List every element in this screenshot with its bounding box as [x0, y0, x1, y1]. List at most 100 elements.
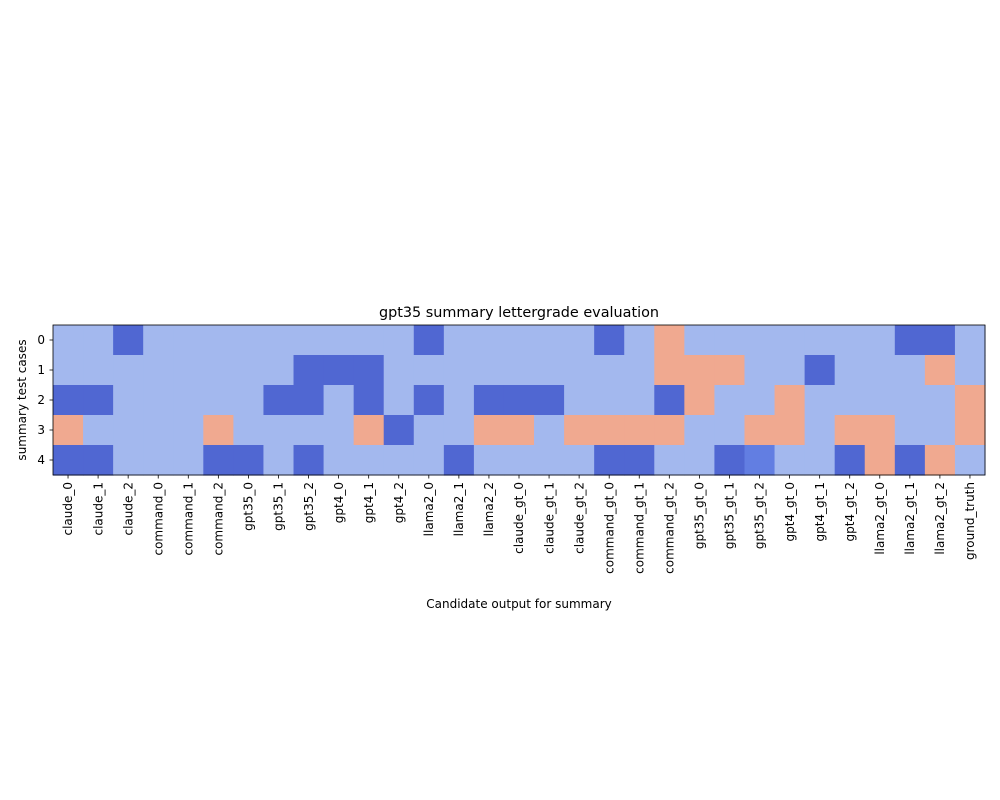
heatmap-cell [894, 445, 926, 476]
x-tick-label: command_1 [181, 482, 195, 556]
heatmap-cell [83, 355, 114, 386]
heatmap-cell [894, 325, 926, 356]
heatmap-cell [624, 325, 655, 356]
heatmap-cell [473, 445, 505, 476]
heatmap-cell [203, 355, 234, 386]
heatmap-cell [443, 385, 475, 416]
heatmap-cell [233, 385, 265, 416]
heatmap-cell [473, 415, 505, 446]
heatmap-cell [534, 325, 565, 356]
heatmap-cell [924, 415, 956, 446]
heatmap-cell [834, 325, 866, 356]
heatmap-cell [894, 415, 926, 446]
heatmap-cell [143, 385, 174, 416]
heatmap-cell [924, 325, 956, 356]
heatmap-cell [894, 385, 926, 416]
x-tick-label: gpt35_gt_2 [753, 482, 767, 549]
heatmap-cell [263, 325, 295, 356]
heatmap-cell [473, 355, 505, 386]
heatmap-cell [83, 325, 114, 356]
heatmap-cell [503, 355, 535, 386]
x-tick-label: claude_gt_1 [542, 482, 556, 554]
x-tick-label: claude_0 [61, 482, 75, 536]
heatmap-cell [113, 325, 144, 356]
heatmap-cell [534, 445, 565, 476]
heatmap-cell [864, 445, 896, 476]
heatmap-cell [413, 385, 445, 416]
heatmap-cell [894, 355, 926, 386]
heatmap-cell [113, 415, 144, 446]
heatmap-cell [654, 325, 685, 356]
heatmap-cell [503, 415, 535, 446]
heatmap-cell [684, 415, 716, 446]
heatmap-cell [714, 445, 746, 476]
x-tick-label: command_2 [212, 482, 226, 556]
heatmap-cell [263, 355, 295, 386]
heatmap-cell [83, 415, 114, 446]
heatmap-cell [173, 415, 204, 446]
heatmap-cell [293, 445, 325, 476]
heatmap-cell [203, 385, 234, 416]
y-tick-label: 1 [37, 363, 45, 377]
x-tick-label: gpt35_gt_0 [693, 482, 707, 549]
heatmap-cell [714, 325, 746, 356]
heatmap-cell [924, 385, 956, 416]
heatmap-cell [203, 445, 234, 476]
heatmap-cell [534, 355, 565, 386]
heatmap-cell [564, 385, 595, 416]
heatmap-cell [744, 415, 776, 446]
heatmap-cell [383, 445, 415, 476]
heatmap-cell [443, 355, 475, 386]
heatmap-cell [684, 355, 716, 386]
x-tick-label: claude_1 [91, 482, 105, 536]
heatmap-cell [443, 325, 475, 356]
x-tick-label: llama2_2 [482, 482, 496, 536]
heatmap-cell [684, 385, 716, 416]
heatmap-cell [954, 415, 986, 446]
x-tick-label: gpt35_1 [272, 482, 286, 531]
heatmap-cell [864, 415, 896, 446]
heatmap-cell [203, 415, 234, 446]
heatmap-cell [804, 445, 836, 476]
heatmap-cell [53, 445, 84, 476]
heatmap-cell [864, 325, 896, 356]
x-tick-label: gpt4_1 [362, 482, 376, 523]
heatmap-cell [594, 385, 625, 416]
heatmap-cell [503, 325, 535, 356]
heatmap-cell [594, 445, 625, 476]
x-tick-label: ground_truth [963, 482, 977, 560]
heatmap-cell [564, 325, 595, 356]
heatmap-cell [113, 445, 144, 476]
heatmap-cell [323, 355, 355, 386]
heatmap-cell [383, 385, 415, 416]
heatmap-cell [744, 445, 776, 476]
heatmap-cell [564, 415, 595, 446]
x-tick-label: gpt4_2 [392, 482, 406, 523]
x-tick-label: gpt4_gt_2 [843, 482, 857, 542]
heatmap-cell [443, 415, 475, 446]
heatmap-cell [353, 355, 385, 386]
y-tick-label: 3 [37, 423, 45, 437]
heatmap-cell [804, 325, 836, 356]
heatmap-cell [594, 325, 625, 356]
x-ticks: claude_0 claude_1 claude_2 command_0 command… [61, 475, 977, 574]
heatmap-cell [263, 445, 295, 476]
heatmap-cell [564, 355, 595, 386]
x-tick-label: command_gt_2 [663, 482, 677, 574]
heatmap-cell [654, 445, 685, 476]
heatmap-cell [744, 355, 776, 386]
x-tick-label: llama2_gt_0 [873, 482, 887, 555]
x-axis-label: Candidate output for summary [426, 597, 612, 611]
heatmap-cell [173, 325, 204, 356]
heatmap-cell [413, 415, 445, 446]
heatmap-cell [534, 385, 565, 416]
x-tick-label: llama2_0 [422, 482, 436, 536]
heatmap-cell [654, 355, 685, 386]
x-tick-label: command_0 [151, 482, 165, 556]
heatmap-cell [383, 355, 415, 386]
x-tick-label: claude_2 [121, 482, 135, 536]
heatmap-cell [173, 385, 204, 416]
heatmap-cell [564, 445, 595, 476]
heatmap-cell [834, 385, 866, 416]
